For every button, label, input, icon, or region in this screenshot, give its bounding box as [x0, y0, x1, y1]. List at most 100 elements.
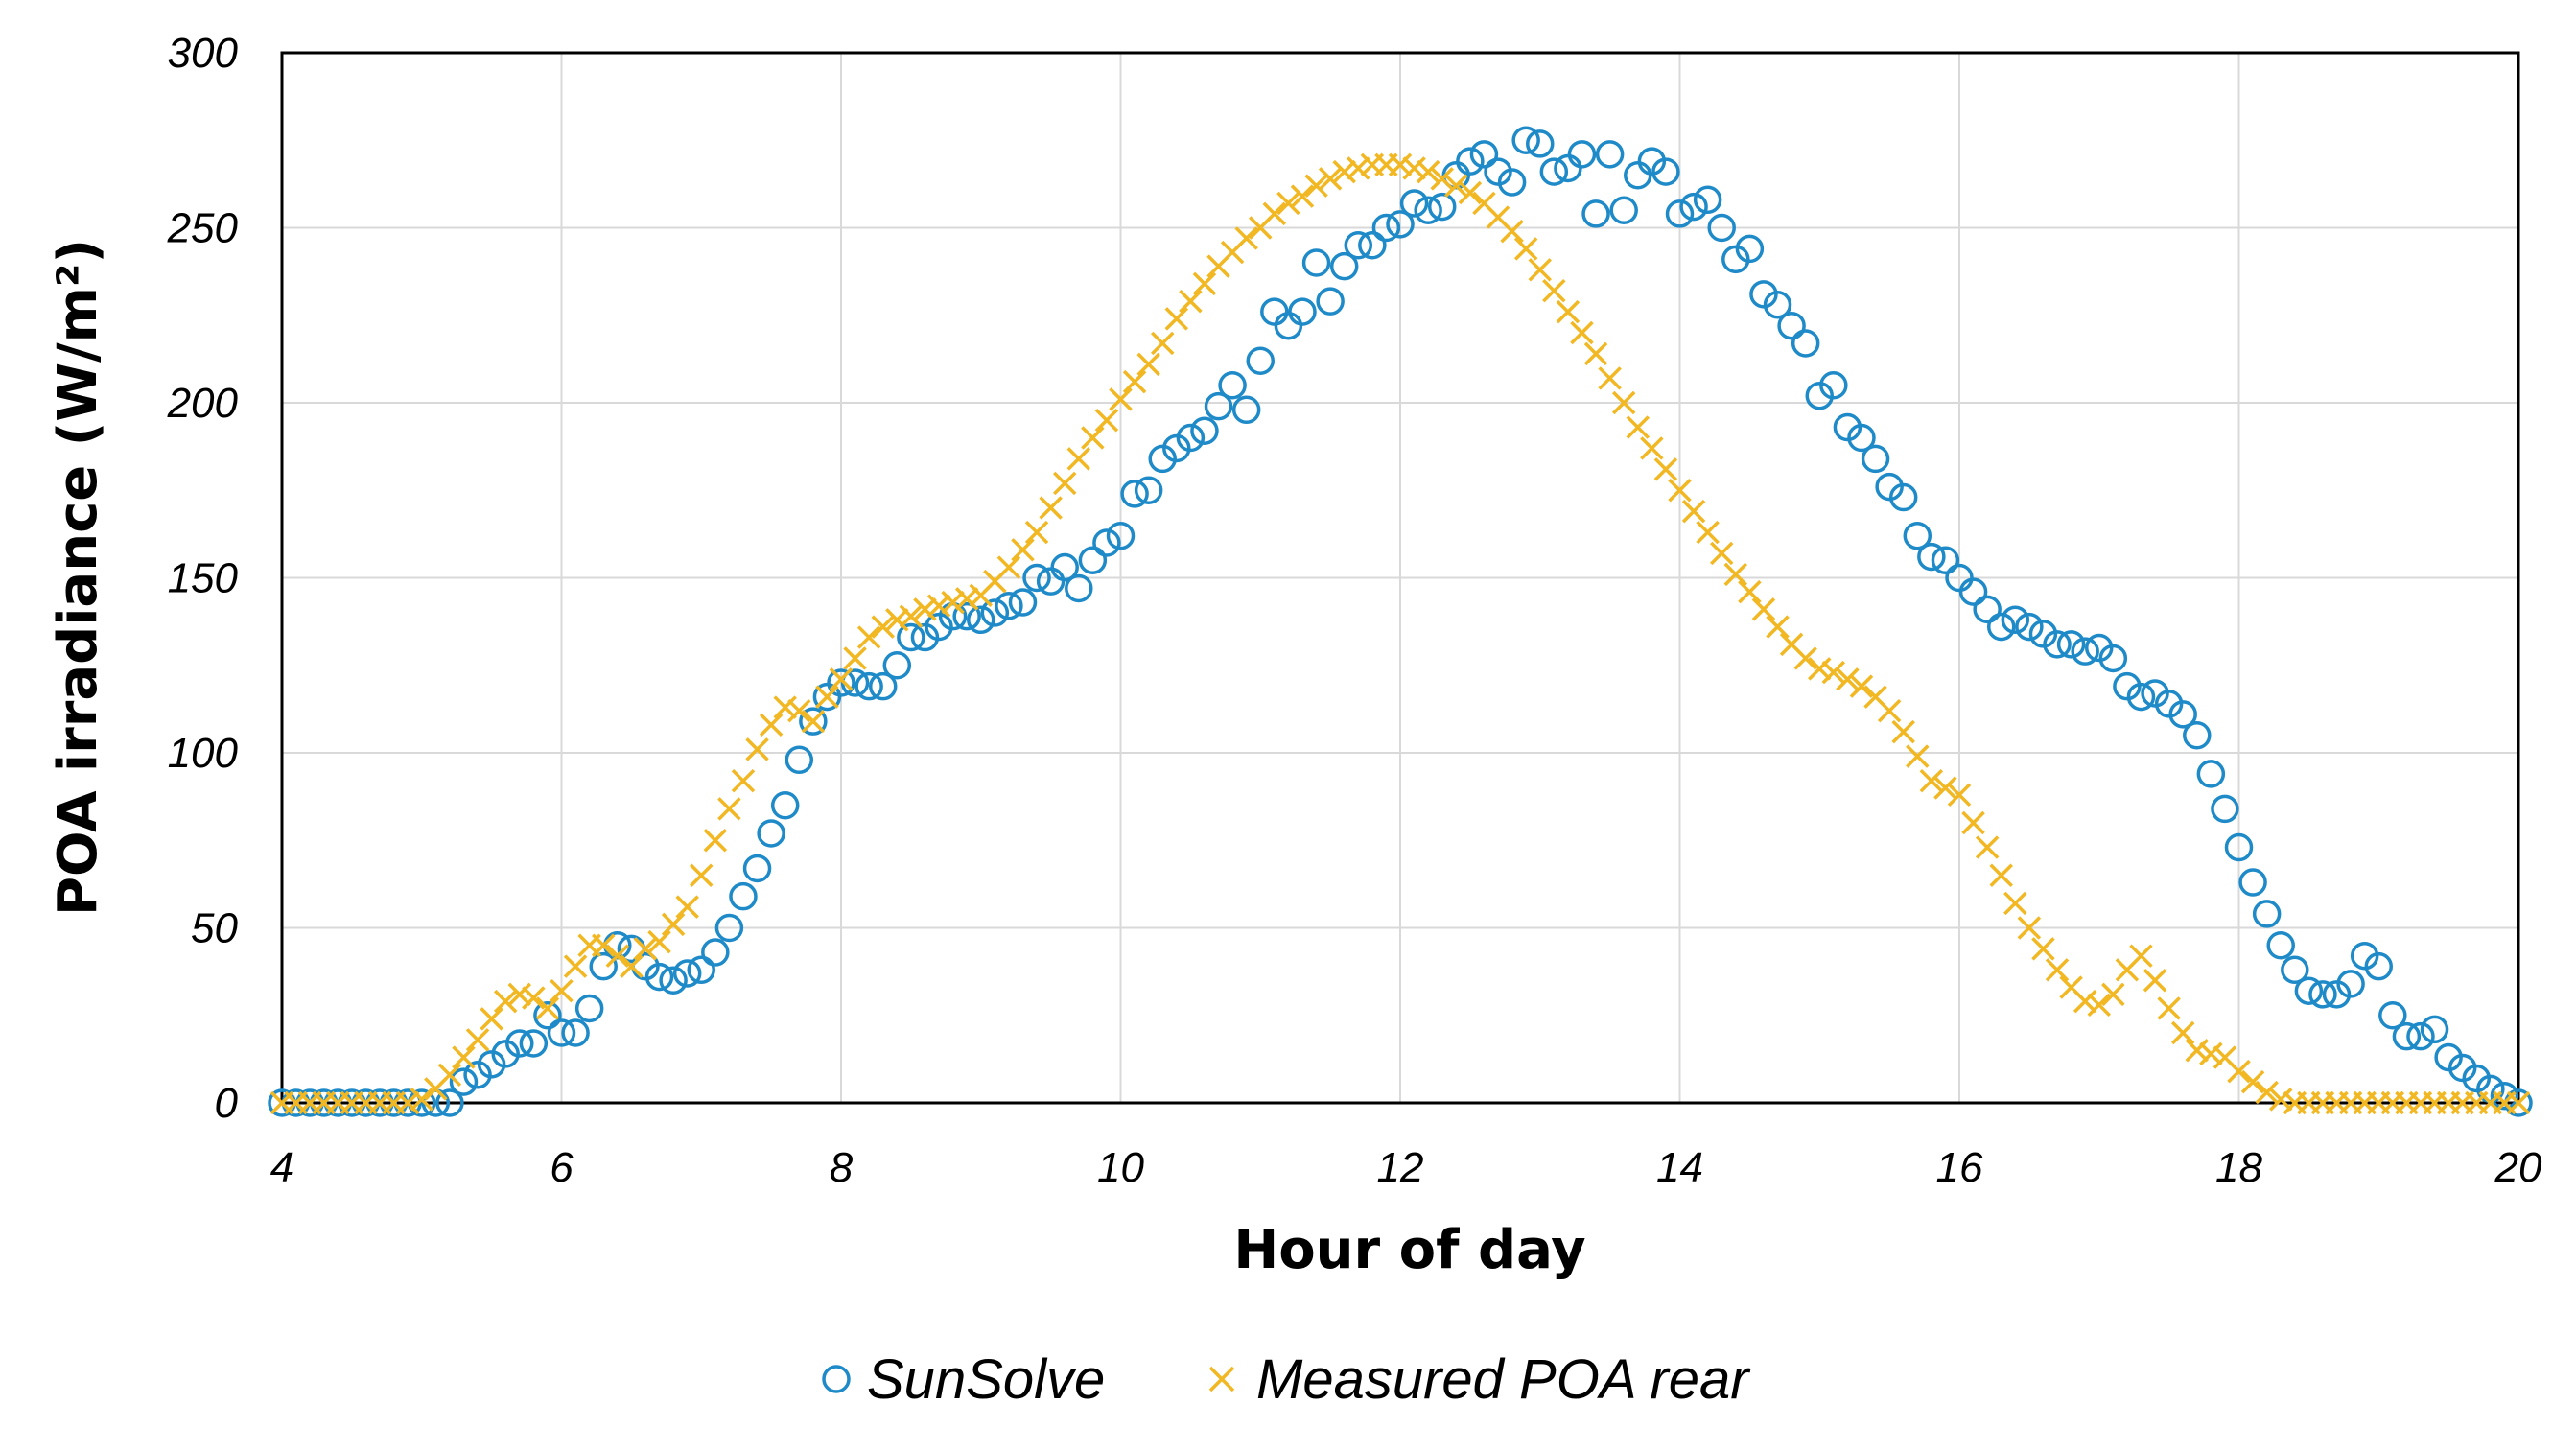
sunsolve-point: [1609, 196, 1638, 224]
measured-point: [2003, 891, 2027, 916]
measured-point: [2045, 958, 2070, 982]
x-tick-labels: 4 6 8 10 12 14 16 18 20: [270, 1144, 2542, 1191]
measured-point: [926, 594, 951, 618]
measured-point: [1751, 597, 1776, 621]
sunsolve-point: [1050, 552, 1079, 582]
measured-point: [1808, 657, 1832, 681]
sunsolve-point: [995, 591, 1023, 620]
legend-measured-label: Measured POA rear: [1256, 1348, 1751, 1411]
measured-point: [1402, 156, 1426, 180]
measured-point: [1528, 258, 1552, 282]
y-tick-label: 100: [168, 730, 239, 777]
measured-point: [465, 1028, 490, 1052]
measured-point: [2255, 1080, 2279, 1105]
y-tick-label: 150: [168, 555, 239, 602]
sunsolve-point: [2406, 1021, 2435, 1051]
sunsolve-point: [1539, 157, 1569, 186]
sunsolve-point: [1176, 423, 1206, 453]
sunsolve-point: [1917, 542, 1946, 572]
measured-point: [1234, 226, 1258, 250]
x-tick-label: 10: [1097, 1144, 1144, 1191]
sunsolve-point: [1861, 444, 1890, 474]
sunsolve-point: [729, 881, 758, 911]
measured-point: [1836, 667, 1860, 691]
measured-point: [843, 646, 867, 670]
sunsolve-point: [1008, 588, 1038, 617]
measured-point: [1640, 436, 1664, 460]
measured-point: [2017, 916, 2042, 940]
measured-point: [1332, 159, 1356, 184]
sunsolve-point: [2211, 794, 2239, 824]
measured-point: [717, 797, 741, 821]
measured-point: [675, 895, 699, 919]
sunsolve-point: [799, 707, 828, 736]
measured-point: [1500, 219, 1524, 244]
sunsolve-point: [533, 1001, 562, 1030]
sunsolve-point: [1427, 192, 1457, 222]
measured-point: [1723, 562, 1748, 587]
sunsolve-point: [547, 1018, 576, 1047]
measured-point: [1458, 180, 1483, 205]
measured-point: [1039, 496, 1063, 520]
measured-point: [1919, 768, 1944, 793]
measured-point: [395, 1090, 420, 1115]
measured-point: [2129, 944, 2153, 968]
measured-point: [1793, 646, 1817, 670]
sunsolve-point: [1231, 395, 1261, 425]
measured-point: [1891, 719, 1915, 744]
sunsolve-point: [701, 938, 730, 967]
sunsolve-point: [1386, 210, 1415, 239]
sunsolve-point: [2001, 605, 2030, 635]
measured-point: [1066, 447, 1091, 471]
sunsolve-point: [1078, 546, 1108, 574]
sunsolve-point: [2056, 630, 2086, 659]
measured-point: [801, 709, 826, 734]
legend-sunsolve-marker: [822, 1365, 851, 1393]
sunsolve-point: [1819, 371, 1848, 400]
sunsolve-point: [1888, 482, 1918, 512]
sunsolve-point: [2183, 721, 2212, 750]
measured-point: [703, 829, 728, 853]
measured-point: [1975, 835, 2000, 859]
x-tick-label: 6: [550, 1144, 574, 1191]
measured-point: [1024, 520, 1049, 545]
measured-point: [1081, 426, 1105, 450]
measured-point: [1290, 184, 1315, 208]
measured-point: [1136, 352, 1160, 377]
measured-point: [2240, 1069, 2265, 1094]
sunsolve-point: [1190, 416, 1219, 445]
sunsolve-point: [1414, 196, 1442, 224]
measured-point: [437, 1063, 462, 1088]
measured-point: [1513, 237, 1538, 261]
y-axis-title: POA irradiance (W/m²): [47, 239, 109, 916]
series-measured-poa-rear: [269, 152, 2531, 1115]
sunsolve-point: [2308, 980, 2337, 1009]
measured-point: [1122, 369, 1147, 394]
sunsolve-point: [855, 671, 883, 701]
sunsolve-point: [2098, 644, 2128, 673]
measured-point: [1347, 156, 1370, 180]
sunsolve-point: [980, 598, 1010, 627]
sunsolve-point: [2196, 760, 2226, 788]
measured-point: [787, 698, 811, 723]
measured-point: [1052, 471, 1077, 496]
sunsolve-point: [2364, 951, 2393, 981]
measured-point: [2199, 1041, 2223, 1066]
sunsolve-point: [1274, 311, 1303, 340]
measured-point: [522, 986, 546, 1010]
measured-point: [2268, 1088, 2293, 1112]
sunsolve-point: [827, 668, 855, 697]
measured-point: [1430, 167, 1454, 191]
measured-point: [661, 912, 686, 937]
legend-sunsolve-label: SunSolve: [867, 1348, 1105, 1411]
sunsolve-point: [1581, 199, 1610, 228]
y-tick-label: 200: [167, 380, 239, 427]
sunsolve-point: [1791, 329, 1820, 358]
measured-point: [1556, 299, 1581, 324]
measured-point: [1877, 698, 1902, 723]
sunsolve-point: [897, 622, 925, 652]
sunsolve-point: [1554, 153, 1582, 183]
measured-point: [1681, 499, 1706, 524]
sunsolve-point: [574, 994, 604, 1023]
sunsolve-point: [2015, 612, 2044, 642]
